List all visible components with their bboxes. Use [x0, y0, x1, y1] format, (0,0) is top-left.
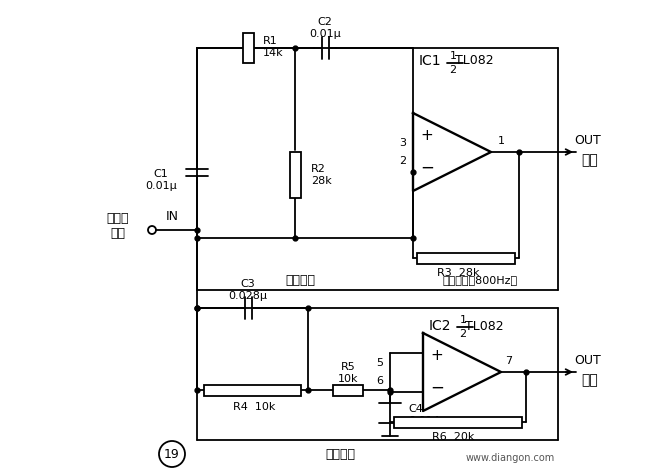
Text: 1: 1 — [497, 136, 504, 146]
Text: 2: 2 — [460, 329, 467, 339]
Text: R6  20k: R6 20k — [432, 432, 474, 442]
Text: 6: 6 — [376, 376, 384, 386]
Text: C4
0.014μ: C4 0.014μ — [408, 404, 447, 426]
Text: +: + — [430, 348, 443, 364]
Text: 低音: 低音 — [582, 373, 599, 387]
Text: −: − — [420, 159, 434, 177]
Text: R3  28k: R3 28k — [437, 268, 479, 278]
Text: C3
0.028μ: C3 0.028μ — [229, 279, 268, 301]
Text: C1
0.01μ: C1 0.01μ — [145, 169, 177, 191]
Bar — [204, 385, 301, 396]
Bar — [394, 416, 522, 427]
Text: C2
0.01μ: C2 0.01μ — [309, 17, 341, 39]
Text: www.diangon.com: www.diangon.com — [465, 453, 554, 463]
Text: 3: 3 — [400, 138, 406, 148]
Text: （低通）: （低通） — [325, 447, 355, 460]
Text: 5: 5 — [376, 358, 384, 368]
Text: −: − — [430, 379, 444, 397]
Text: OUT: OUT — [575, 355, 601, 367]
Text: 19: 19 — [164, 447, 180, 460]
Text: 1: 1 — [450, 51, 456, 61]
Bar — [289, 152, 300, 198]
Text: IC1: IC1 — [419, 54, 441, 68]
Text: R2
28k: R2 28k — [311, 164, 332, 186]
Text: （高通）: （高通） — [285, 274, 315, 287]
Text: +: + — [421, 129, 434, 143]
Bar — [242, 33, 254, 63]
Text: 2: 2 — [400, 157, 406, 167]
Text: 7: 7 — [506, 356, 513, 366]
Text: IN: IN — [166, 210, 179, 224]
Text: R5
10k: R5 10k — [338, 362, 358, 384]
Text: IC2: IC2 — [429, 319, 451, 333]
Text: OUT: OUT — [575, 135, 601, 148]
Bar — [333, 385, 363, 396]
Text: 高音: 高音 — [582, 153, 599, 167]
Text: R1
14k: R1 14k — [263, 36, 283, 58]
Bar — [417, 252, 515, 264]
Text: （分频点：800Hz）: （分频点：800Hz） — [443, 275, 517, 285]
Text: 1: 1 — [460, 315, 467, 325]
Text: 全音频
信号: 全音频 信号 — [107, 212, 129, 240]
Text: TL082: TL082 — [455, 54, 493, 68]
Text: 2: 2 — [449, 65, 456, 75]
Text: R4  10k: R4 10k — [233, 402, 276, 412]
Text: TL082: TL082 — [465, 319, 503, 333]
